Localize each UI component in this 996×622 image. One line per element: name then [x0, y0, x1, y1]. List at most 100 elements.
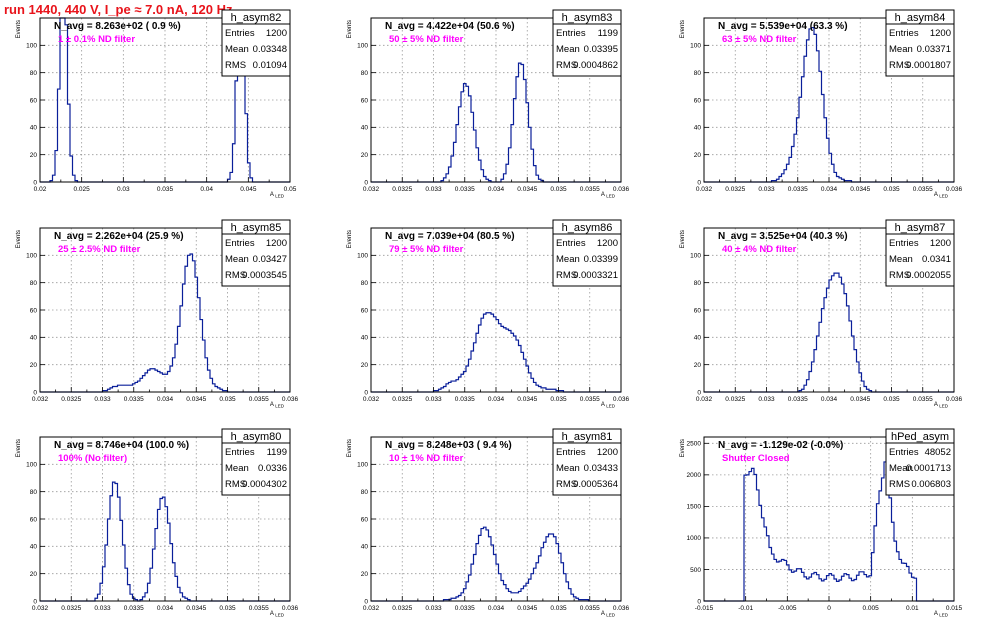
stat-label: Mean: [889, 44, 913, 55]
stat-label: Entries: [225, 28, 255, 39]
y-tick-label: 40: [361, 125, 369, 132]
y-tick-label: 60: [361, 307, 369, 314]
x-tick-label: 0.0325: [392, 186, 412, 193]
x-tick-label: 0.0345: [186, 605, 206, 612]
stat-value: 0.03371: [917, 44, 951, 55]
stat-value: 0.03427: [253, 254, 287, 265]
x-tick-label: 0.032: [696, 186, 713, 193]
y-tick-label: 20: [30, 362, 38, 369]
y-tick-label: 1500: [687, 504, 702, 511]
filter-label: 63 ± 5% ND filter: [722, 34, 797, 45]
x-tick-label: 0.035: [219, 396, 236, 403]
y-tick-label: 0: [364, 179, 368, 186]
y-axis-label: Events: [16, 230, 22, 248]
y-tick-label: 40: [694, 335, 702, 342]
y-tick-label: 100: [357, 462, 368, 469]
x-tick-label: 0.036: [613, 186, 630, 193]
x-tick-label: 0.005: [863, 605, 880, 612]
stat-label: RMS: [556, 479, 577, 490]
x-tick-label: 0.036: [946, 186, 963, 193]
y-tick-label: 20: [361, 152, 369, 159]
x-tick-label: 0.0355: [580, 396, 600, 403]
stat-label: Mean: [556, 254, 580, 265]
filter-label: 79 ± 5% ND filter: [389, 244, 464, 255]
x-tick-label: 0.0345: [517, 605, 537, 612]
y-axis-label: Events: [347, 20, 353, 38]
stat-label: Mean: [556, 463, 580, 474]
x-tick-label: 0.035: [157, 186, 174, 193]
x-tick-label: 0.0355: [913, 396, 933, 403]
stat-value: 1199: [598, 28, 618, 39]
y-tick-label: 20: [361, 571, 369, 578]
histogram-panel-h_asym81: 0.032 0.0325 0.033 0.0335 0.034 0.0345 0.035 0.…: [347, 428, 630, 618]
stats-box: h_asym84 Entries 1200 Mean 0.03371 RMS0.00018…: [885, 9, 955, 77]
stat-value: 0.0003321: [573, 270, 618, 281]
x-tick-label: 0.0355: [249, 396, 269, 403]
y-tick-label: 60: [694, 307, 702, 314]
stats-box: h_asym82 Entries 1200 Mean 0.03348 RMS 0.01094: [221, 9, 291, 77]
x-tick-label: 0.0345: [186, 396, 206, 403]
x-axis-label: A LED: [934, 192, 949, 199]
x-tick-label: 0.032: [363, 605, 380, 612]
n-avg-label: N_avg = 5.539e+04 (63.3 %): [718, 21, 848, 32]
filter-label: 1 ± 0.1% ND filter: [58, 34, 135, 45]
stat-value: 1200: [266, 28, 287, 39]
x-tick-label: -0.005: [778, 605, 797, 612]
n-avg-label: N_avg = 4.422e+04 (50.6 %): [385, 21, 515, 32]
x-tick-label: 0.035: [883, 396, 900, 403]
x-tick-label: 0.036: [613, 396, 630, 403]
y-tick-label: 40: [361, 544, 369, 551]
x-tick-label: 0.0325: [61, 605, 81, 612]
x-tick-label: 0.033: [425, 186, 442, 193]
y-tick-label: 2500: [687, 441, 702, 448]
stat-value: 0.0341: [922, 254, 951, 265]
n-avg-label: N_avg = 7.039e+04 (80.5 %): [385, 231, 515, 242]
filter-label: Shutter Closed: [722, 453, 790, 464]
x-axis-label: A LED: [270, 192, 285, 199]
stat-label: Entries: [889, 447, 919, 458]
y-tick-label: 40: [361, 335, 369, 342]
x-tick-label: 0.0325: [725, 396, 745, 403]
histogram-name: h_asym83: [562, 12, 613, 24]
x-tick-label: 0: [827, 605, 831, 612]
stat-value: 1199: [267, 447, 287, 458]
histogram-name: h_asym82: [231, 12, 282, 24]
histogram-name: h_asym84: [895, 12, 946, 24]
histogram-panel-h_asym87: 0.032 0.0325 0.033 0.0335 0.034 0.0345 0.035 0.…: [680, 219, 963, 409]
y-tick-label: 100: [26, 43, 37, 50]
x-axis-label: A LED: [270, 402, 285, 409]
histogram-name: h_asym86: [562, 222, 613, 234]
histogram-line: [704, 461, 954, 602]
y-tick-label: 100: [690, 253, 701, 260]
stats-box: h_asym87 Entries 1200 Mean 0.0341 RMS0.000205…: [885, 219, 955, 287]
stat-value: 1200: [930, 28, 951, 39]
y-tick-label: 0: [33, 179, 37, 186]
x-tick-label: -0.01: [738, 605, 753, 612]
stat-value: 0.0004862: [573, 60, 618, 71]
stat-label: RMS: [889, 60, 910, 71]
y-tick-label: 80: [361, 70, 369, 77]
x-tick-label: 0.032: [363, 186, 380, 193]
y-tick-label: 80: [30, 70, 38, 77]
x-tick-label: 0.02: [34, 186, 47, 193]
stat-label: Entries: [225, 447, 255, 458]
y-axis-label: Events: [347, 230, 353, 248]
x-tick-label: 0.0335: [455, 605, 475, 612]
x-tick-label: 0.034: [488, 186, 505, 193]
stat-label: Entries: [556, 28, 586, 39]
x-axis-label: A LED: [934, 611, 949, 618]
x-axis-label: A LED: [934, 402, 949, 409]
stat-label: Mean: [889, 254, 913, 265]
x-tick-label: 0.033: [758, 186, 775, 193]
y-axis-label: Events: [347, 439, 353, 457]
stat-value: 0.0001807: [906, 60, 951, 71]
y-tick-label: 20: [30, 152, 38, 159]
x-tick-label: 0.0335: [788, 396, 808, 403]
histogram-name: h_asym87: [895, 222, 946, 234]
stat-label: RMS: [225, 479, 246, 490]
y-tick-label: 20: [694, 362, 702, 369]
y-tick-label: 100: [26, 253, 37, 260]
stats-box: h_asym83 Entries 1199 Mean 0.03395 RMS0.00048…: [552, 9, 622, 77]
